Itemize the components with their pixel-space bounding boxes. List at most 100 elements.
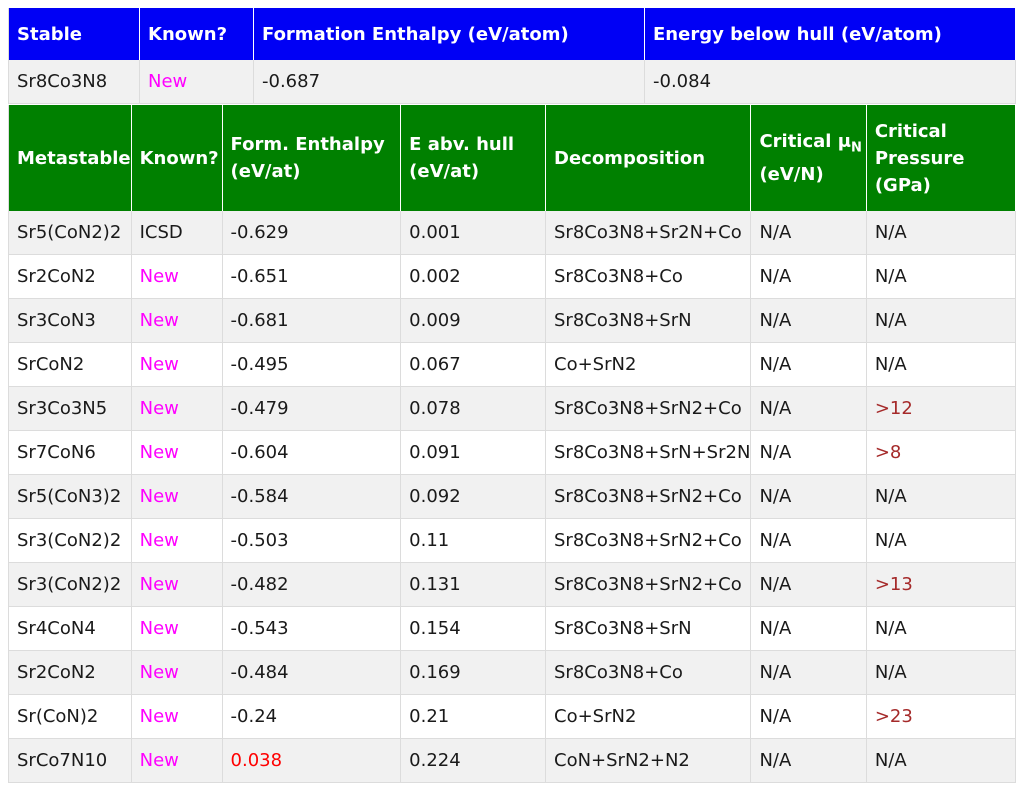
- meta-ehull: 0.078: [401, 387, 546, 431]
- meta-formation: -0.681: [222, 299, 402, 343]
- meta-known: New: [131, 651, 223, 695]
- meta-ehull: 0.131: [401, 563, 546, 607]
- stable-header-hull: Energy below hull (eV/atom): [645, 8, 1016, 60]
- stable-compound: Sr8Co3N8: [8, 60, 140, 104]
- meta-ehull: 0.002: [401, 255, 546, 299]
- meta-formation: 0.038: [222, 739, 402, 783]
- meta-critical-mu: N/A: [751, 343, 867, 387]
- meta-critical-mu: N/A: [751, 519, 867, 563]
- meta-header-formation-line1: Form. Enthalpy: [230, 134, 385, 155]
- table-row: Sr4CoN4 New -0.543 0.154 Sr8Co3N8+SrN N/A N/A: [8, 607, 1016, 651]
- stable-table: Stable Known? Formation Enthalpy (eV/ato…: [8, 8, 1016, 104]
- meta-critical-mu: N/A: [751, 563, 867, 607]
- table-row: Sr5(CoN2)2 ICSD -0.629 0.001 Sr8Co3N8+Sr2N+C…: [8, 211, 1016, 255]
- meta-critical-mu: N/A: [751, 739, 867, 783]
- meta-known: ICSD: [131, 211, 223, 255]
- table-row: Sr3(CoN2)2 New -0.503 0.11 Sr8Co3N8+SrN2+Co N…: [8, 519, 1016, 563]
- meta-formation: -0.495: [222, 343, 402, 387]
- meta-compound: Sr7CoN6: [8, 431, 132, 475]
- meta-decomposition: Sr8Co3N8+SrN2+Co: [546, 475, 752, 519]
- meta-ehull: 0.067: [401, 343, 546, 387]
- table-row: Sr3(CoN2)2 New -0.482 0.131 Sr8Co3N8+SrN2+Co…: [8, 563, 1016, 607]
- meta-formation: -0.543: [222, 607, 402, 651]
- meta-decomposition: Sr8Co3N8+SrN: [546, 299, 752, 343]
- table-row: Sr5(CoN3)2 New -0.584 0.092 Sr8Co3N8+SrN2+Co…: [8, 475, 1016, 519]
- meta-formation: -0.482: [222, 563, 402, 607]
- meta-compound: Sr4CoN4: [8, 607, 132, 651]
- table-row: Sr3CoN3 New -0.681 0.009 Sr8Co3N8+SrN N/A N/A: [8, 299, 1016, 343]
- meta-critical-mu: N/A: [751, 211, 867, 255]
- table-row: Sr(CoN)2 New -0.24 0.21 Co+SrN2 N/A >23: [8, 695, 1016, 739]
- meta-critical-pressure: >23: [866, 695, 1016, 739]
- meta-critical-mu: N/A: [751, 695, 867, 739]
- meta-compound: SrCoN2: [8, 343, 132, 387]
- meta-compound: Sr3CoN3: [8, 299, 132, 343]
- stable-known: New: [140, 60, 254, 104]
- meta-header-known: Known?: [131, 105, 223, 211]
- table-row: Sr2CoN2 New -0.484 0.169 Sr8Co3N8+Co N/A N/A: [8, 651, 1016, 695]
- meta-critical-pressure: N/A: [866, 651, 1016, 695]
- meta-known: New: [131, 475, 223, 519]
- meta-known: New: [131, 563, 223, 607]
- stable-row: Sr8Co3N8 New -0.687 -0.084: [8, 60, 1016, 104]
- meta-decomposition: Sr8Co3N8+Co: [546, 651, 752, 695]
- meta-ehull: 0.092: [401, 475, 546, 519]
- meta-compound: Sr3(CoN2)2: [8, 519, 132, 563]
- meta-critical-pressure: N/A: [866, 607, 1016, 651]
- meta-compound: Sr2CoN2: [8, 651, 132, 695]
- meta-critical-pressure: N/A: [866, 255, 1016, 299]
- meta-critical-mu: N/A: [751, 607, 867, 651]
- metastable-header-row: Metastable Known? Form. Enthalpy (eV/at)…: [8, 105, 1016, 211]
- metastable-body: Sr5(CoN2)2 ICSD -0.629 0.001 Sr8Co3N8+Sr2N+C…: [8, 211, 1016, 783]
- meta-known: New: [131, 607, 223, 651]
- table-row: Sr2CoN2 New -0.651 0.002 Sr8Co3N8+Co N/A N/A: [8, 255, 1016, 299]
- meta-compound: Sr3(CoN2)2: [8, 563, 132, 607]
- meta-decomposition: Sr8Co3N8+SrN2+Co: [546, 563, 752, 607]
- meta-header-decomposition: Decomposition: [546, 105, 752, 211]
- meta-critical-pressure: N/A: [866, 475, 1016, 519]
- meta-known: New: [131, 519, 223, 563]
- meta-critical-pressure: N/A: [866, 211, 1016, 255]
- meta-critical-pressure: N/A: [866, 299, 1016, 343]
- meta-header-formation: Form. Enthalpy (eV/at): [222, 105, 402, 211]
- meta-compound: Sr5(CoN2)2: [8, 211, 132, 255]
- meta-critical-pressure: N/A: [866, 739, 1016, 783]
- meta-critical-mu: N/A: [751, 651, 867, 695]
- meta-formation: -0.24: [222, 695, 402, 739]
- meta-header-critical-pressure: Critical Pressure (GPa): [866, 105, 1016, 211]
- meta-known: New: [131, 387, 223, 431]
- meta-formation: -0.604: [222, 431, 402, 475]
- meta-header-ehull: E abv. hull (eV/at): [401, 105, 546, 211]
- stable-header-name: Stable: [8, 8, 140, 60]
- meta-formation: -0.503: [222, 519, 402, 563]
- meta-known: New: [131, 343, 223, 387]
- meta-header-pressure-line3: (GPa): [874, 174, 931, 196]
- meta-header-formation-line2: (eV/at): [230, 161, 301, 182]
- meta-compound: Sr3Co3N5: [8, 387, 132, 431]
- meta-known: New: [131, 739, 223, 783]
- meta-header-pressure-line2: Pressure: [874, 147, 965, 169]
- meta-critical-pressure: N/A: [866, 519, 1016, 563]
- stable-header-known: Known?: [140, 8, 254, 60]
- meta-critical-mu: N/A: [751, 475, 867, 519]
- table-row: SrCo7N10 New 0.038 0.224 CoN+SrN2+N2 N/A N/A: [8, 739, 1016, 783]
- meta-decomposition: Sr8Co3N8+SrN2+Co: [546, 387, 752, 431]
- stable-header-row: Stable Known? Formation Enthalpy (eV/ato…: [8, 8, 1016, 60]
- meta-compound: Sr(CoN)2: [8, 695, 132, 739]
- meta-formation: -0.651: [222, 255, 402, 299]
- meta-header-critical-mu: Critical μN (eV/N): [751, 105, 867, 211]
- meta-decomposition: Sr8Co3N8+SrN+Sr2N: [546, 431, 752, 475]
- meta-decomposition: Sr8Co3N8+SrN2+Co: [546, 519, 752, 563]
- meta-compound: Sr5(CoN3)2: [8, 475, 132, 519]
- meta-known: New: [131, 255, 223, 299]
- meta-decomposition: Sr8Co3N8+Co: [546, 255, 752, 299]
- meta-critical-mu: N/A: [751, 299, 867, 343]
- meta-header-ehull-line2: (eV/at): [409, 161, 480, 182]
- meta-decomposition: Sr8Co3N8+SrN: [546, 607, 752, 651]
- table-row: SrCoN2 New -0.495 0.067 Co+SrN2 N/A N/A: [8, 343, 1016, 387]
- meta-critical-pressure: N/A: [866, 343, 1016, 387]
- meta-ehull: 0.001: [401, 211, 546, 255]
- meta-formation: -0.479: [222, 387, 402, 431]
- meta-formation: -0.629: [222, 211, 402, 255]
- meta-ehull: 0.009: [401, 299, 546, 343]
